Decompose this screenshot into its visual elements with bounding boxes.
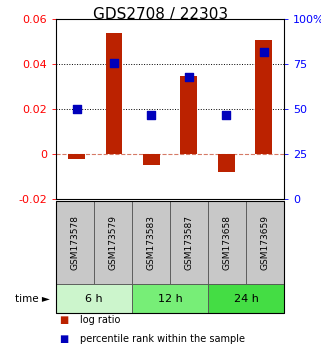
Bar	[255, 40, 272, 154]
Text: GSM173579: GSM173579	[108, 215, 118, 270]
Bar	[180, 75, 197, 154]
Point	[224, 112, 229, 118]
Text: log ratio: log ratio	[80, 315, 121, 325]
Point	[261, 49, 266, 55]
Text: GSM173578: GSM173578	[71, 215, 80, 270]
Text: percentile rank within the sample: percentile rank within the sample	[80, 334, 245, 344]
Point	[149, 112, 154, 118]
Text: 24 h: 24 h	[234, 293, 258, 304]
Bar	[218, 154, 235, 172]
Point	[111, 60, 117, 65]
Text: GDS2708 / 22303: GDS2708 / 22303	[93, 7, 228, 22]
Bar	[143, 154, 160, 165]
Text: GSM173587: GSM173587	[185, 215, 194, 270]
Text: 6 h: 6 h	[85, 293, 103, 304]
Bar	[68, 154, 85, 159]
Text: ■: ■	[59, 334, 69, 344]
Point	[186, 74, 191, 80]
Bar	[106, 33, 123, 154]
Text: GSM173659: GSM173659	[261, 215, 270, 270]
Text: GSM173583: GSM173583	[147, 215, 156, 270]
Text: 12 h: 12 h	[158, 293, 183, 304]
Point	[74, 107, 79, 112]
Text: ■: ■	[59, 315, 69, 325]
Text: time ►: time ►	[15, 293, 50, 304]
Text: GSM173658: GSM173658	[222, 215, 232, 270]
